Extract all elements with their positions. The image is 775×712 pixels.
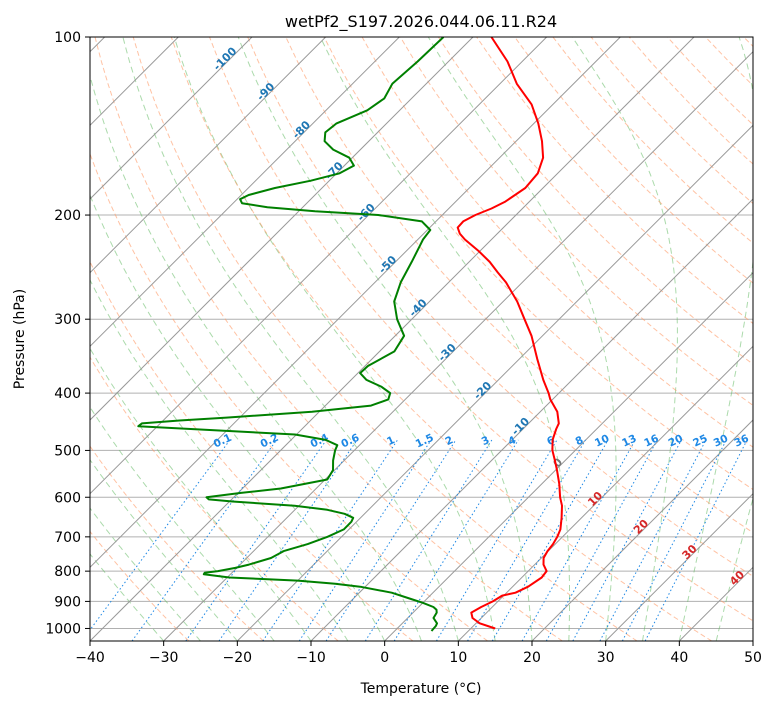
y-tick-label: 100 [54,30,81,46]
x-tick-label: −30 [149,650,179,666]
y-axis-ticks: 1000 900 800 700 600 500 400 300 200 100 [45,30,90,637]
x-tick-label: −10 [296,650,326,666]
x-tick-label: −40 [75,650,105,666]
isotherm-line [753,37,775,641]
y-tick-label: 800 [54,564,81,580]
y-axis-label: Pressure (hPa) [12,289,28,389]
y-tick-label: 200 [54,208,81,224]
chart-title: wetPf2_S197.2026.044.06.11.R24 [285,12,557,32]
x-tick-label: 20 [523,650,541,666]
plot-background [90,37,753,641]
y-tick-label: 700 [54,530,81,546]
x-tick-label: −20 [223,650,253,666]
x-tick-label: 50 [744,650,762,666]
y-tick-label: 600 [54,490,81,506]
y-tick-label: 400 [54,386,81,402]
x-tick-label: 10 [449,650,467,666]
y-tick-label: 500 [54,443,81,459]
x-tick-label: 40 [670,650,688,666]
y-tick-label: 1000 [45,621,81,637]
y-tick-label: 300 [54,312,81,328]
moist-adiabat-line [753,37,775,641]
x-axis-ticks: −40 −30 −20 −10 0 10 20 30 40 50 [75,641,762,666]
y-tick-label: 900 [54,594,81,610]
x-tick-label: 30 [597,650,615,666]
x-axis-label: Temperature (°C) [360,681,482,697]
x-tick-label: 0 [380,650,389,666]
